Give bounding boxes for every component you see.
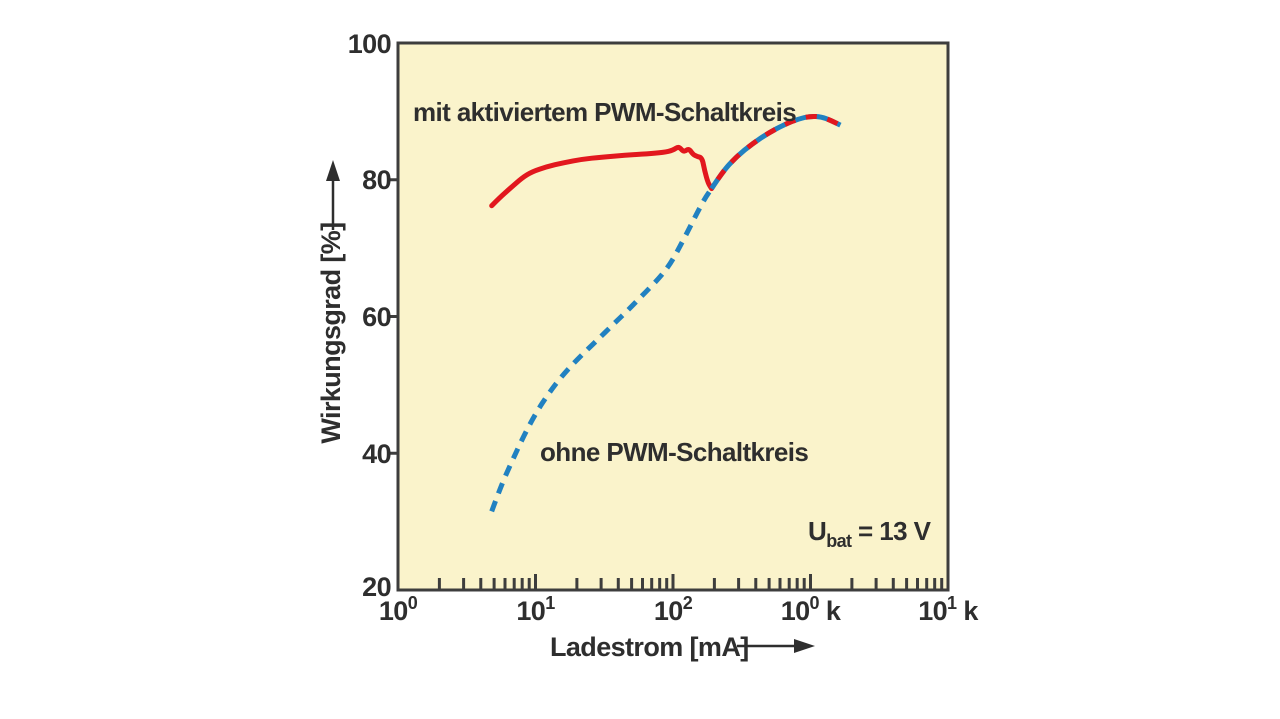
x-tick-label: 100 k [781, 593, 842, 626]
x-axis-title: Ladestrom [mA] [550, 632, 749, 662]
curve-label-red: mit aktiviertem PWM-Schaltkreis [413, 97, 796, 127]
y-axis-arrow-icon [326, 160, 340, 181]
ubat-annotation: Ubat = 13 V [808, 516, 932, 551]
x-axis-arrow-icon [794, 639, 815, 653]
red-curve [489, 144, 715, 209]
curve-label-blue: ohne PWM-Schaltkreis [540, 437, 808, 467]
x-tick-label: 102 [654, 593, 693, 626]
y-axis-title: Wirkungsgrad [%] [316, 222, 346, 443]
y-tick-label-100: 100 [348, 29, 391, 59]
x-tick-label: 100 [379, 593, 418, 626]
y-tick-label-80: 80 [362, 165, 391, 195]
y-tick-label-60: 60 [362, 302, 391, 332]
x-tick-label: 101 [516, 593, 555, 626]
y-tick-label-20: 20 [362, 572, 391, 602]
chart-generated: 100 101 102 100 k 101 k Ubat = 13 V [326, 41, 980, 653]
overlap-curve-red [709, 113, 842, 190]
x-tick-label: 101 k [918, 593, 979, 626]
y-tick-label-40: 40 [362, 439, 391, 469]
plot-area [396, 41, 950, 592]
